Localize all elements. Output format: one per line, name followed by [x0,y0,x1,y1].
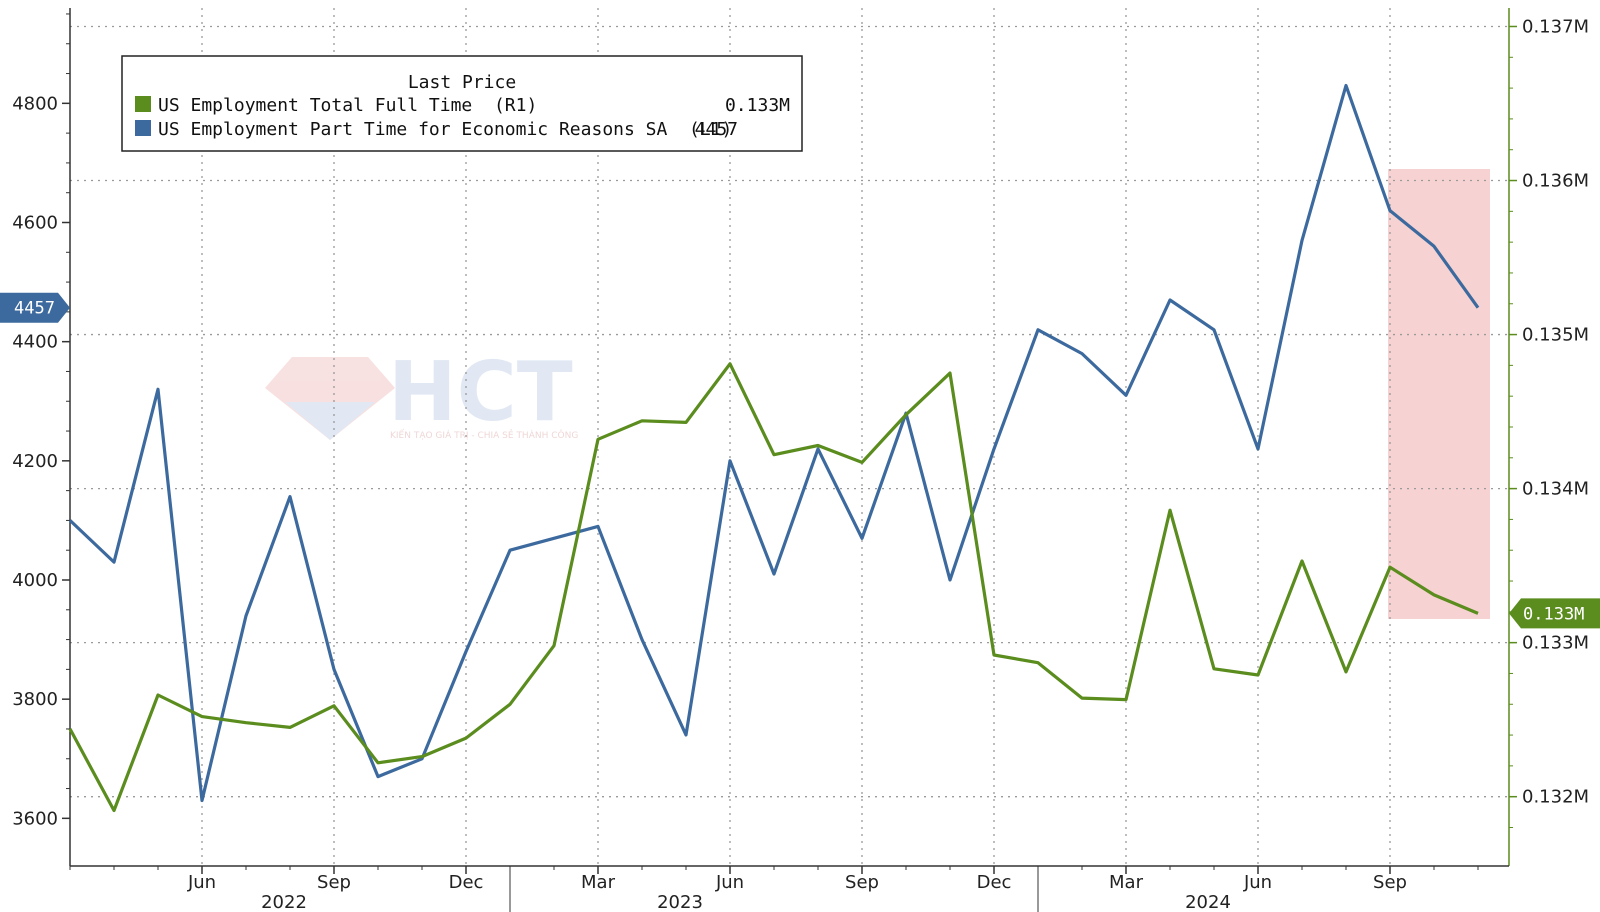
series-layer [68,83,1480,813]
left-tick-label: 4200 [12,451,58,472]
left-tick-label: 3600 [12,808,58,829]
x-year-label: 2023 [657,892,703,912]
left-tick-label: 3800 [12,689,58,710]
legend-label-part-time: US Employment Part Time for Economic Rea… [158,119,732,140]
x-axis-ticks: Jun Sep Dec Mar Jun Sep Dec Mar Jun Sep 2022 2023 20… [69,866,1479,912]
left-last-value-tag: 4457 [0,292,70,323]
watermark-tagline: KIẾN TẠO GIÁ TRỊ - CHIA SẺ THÀNH CÔNG [390,429,578,441]
watermark-brand: HCT [388,345,573,440]
left-tick-label: 4800 [12,93,58,114]
x-year-label: 2022 [261,892,307,912]
right-tick-label: 0.136M [1522,171,1589,192]
x-tick-label: Dec [449,872,484,893]
legend-value-full-time: 0.133M [725,95,790,116]
x-tick-label: Sep [845,872,879,893]
x-tick-label: Jun [1243,872,1272,893]
x-tick-label: Dec [977,872,1012,893]
watermark-logo-icon [265,357,395,440]
left-tag-shape [0,292,70,323]
right-axis-ticks: 0.132M 0.133M 0.134M 0.135M 0.136M 0.137M [1509,16,1589,828]
legend-header: Last Price [408,72,516,93]
watermark: HCT KIẾN TẠO GIÁ TRỊ - CHIA SẺ THÀNH CÔN… [265,345,578,441]
legend-value-part-time: 4457 [695,119,738,140]
left-tick-label: 4000 [12,570,58,591]
right-tick-label: 0.132M [1522,787,1589,808]
watermark-logo-lower-icon [285,402,375,440]
x-tick-label: Sep [1373,872,1407,893]
series-line-full-time [68,362,1479,813]
right-tick-label: 0.134M [1522,479,1589,500]
x-tick-label: Mar [1109,872,1144,893]
x-year-label: 2024 [1185,892,1231,912]
right-tick-label: 0.133M [1522,633,1589,654]
axes [69,8,1510,867]
left-tag-text: 4457 [14,299,55,319]
legend-label-full-time: US Employment Total Full Time (R1) [158,95,537,116]
highlight-region [1388,169,1490,619]
left-axis-ticks: 3600 3800 4000 4200 4400 4600 4800 [12,13,70,829]
series-line-part-time [68,83,1480,803]
legend-swatch-part-time [135,120,151,136]
x-tick-label: Mar [581,872,616,893]
legend-swatch-full-time [135,96,151,112]
legend-box [121,55,803,152]
x-tick-label: Jun [187,872,216,893]
x-tick-label: Sep [317,872,351,893]
right-tag-shape [1509,598,1600,629]
left-tick-label: 4400 [12,332,58,353]
left-tick-label: 4600 [12,213,58,234]
right-tick-label: 0.137M [1522,16,1589,37]
x-tick-label: Jun [715,872,744,893]
right-last-value-tag: 0.133M [1509,598,1600,629]
right-tick-label: 0.135M [1522,325,1589,346]
right-tag-text: 0.133M [1523,604,1584,624]
legend: Last Price US Employment Total Full Time… [121,55,803,152]
grid [70,8,1509,866]
